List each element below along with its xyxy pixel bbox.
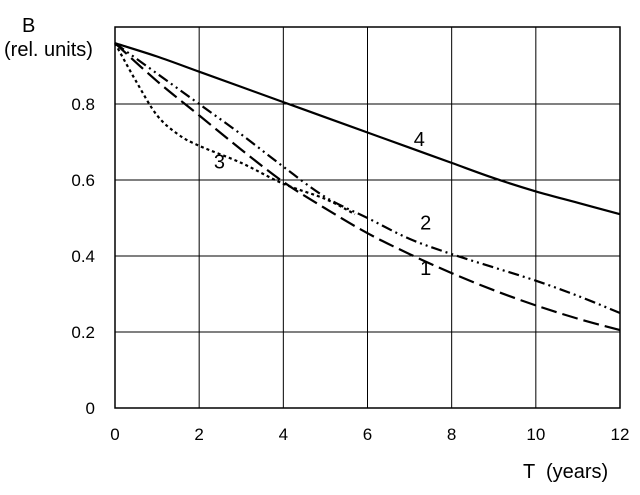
- x-tick-label: 8: [447, 425, 456, 444]
- x-tick-label: 12: [611, 425, 630, 444]
- y-tick-labels: 0 0.2 0.4 0.6 0.8: [71, 95, 95, 418]
- series-labels: 1 2 3 4: [214, 129, 431, 280]
- grid: [115, 27, 620, 408]
- series-line-2: [114, 42, 621, 315]
- series-label-3: 3: [214, 152, 225, 174]
- x-tick-label: 10: [526, 425, 545, 444]
- y-tick-label: 0.2: [71, 323, 95, 342]
- y-tick-label: 0.8: [71, 95, 95, 114]
- series-line-3: [114, 42, 356, 216]
- x-tick-label: 6: [363, 425, 372, 444]
- x-tick-label: 2: [194, 425, 203, 444]
- x-tick-label: 4: [279, 425, 288, 444]
- series-group: [114, 42, 621, 332]
- x-tick-labels: 0 2 4 6 8 10 12: [110, 425, 629, 444]
- x-tick-label: 0: [110, 425, 119, 444]
- y-tick-label: 0: [86, 399, 95, 418]
- series-label-4: 4: [414, 129, 425, 151]
- series-label-1: 1: [420, 258, 431, 280]
- y-tick-label: 0.4: [71, 247, 95, 266]
- y-tick-label: 0.6: [71, 171, 95, 190]
- series-line-1: [114, 42, 621, 332]
- x-axis-title: T (years): [523, 461, 608, 483]
- plot-frame: [114, 26, 621, 409]
- y-axis-title-line1: B: [22, 15, 35, 37]
- series-label-2: 2: [420, 212, 431, 234]
- y-axis-title-line2: (rel. units): [4, 39, 93, 61]
- series-line-4: [114, 42, 621, 216]
